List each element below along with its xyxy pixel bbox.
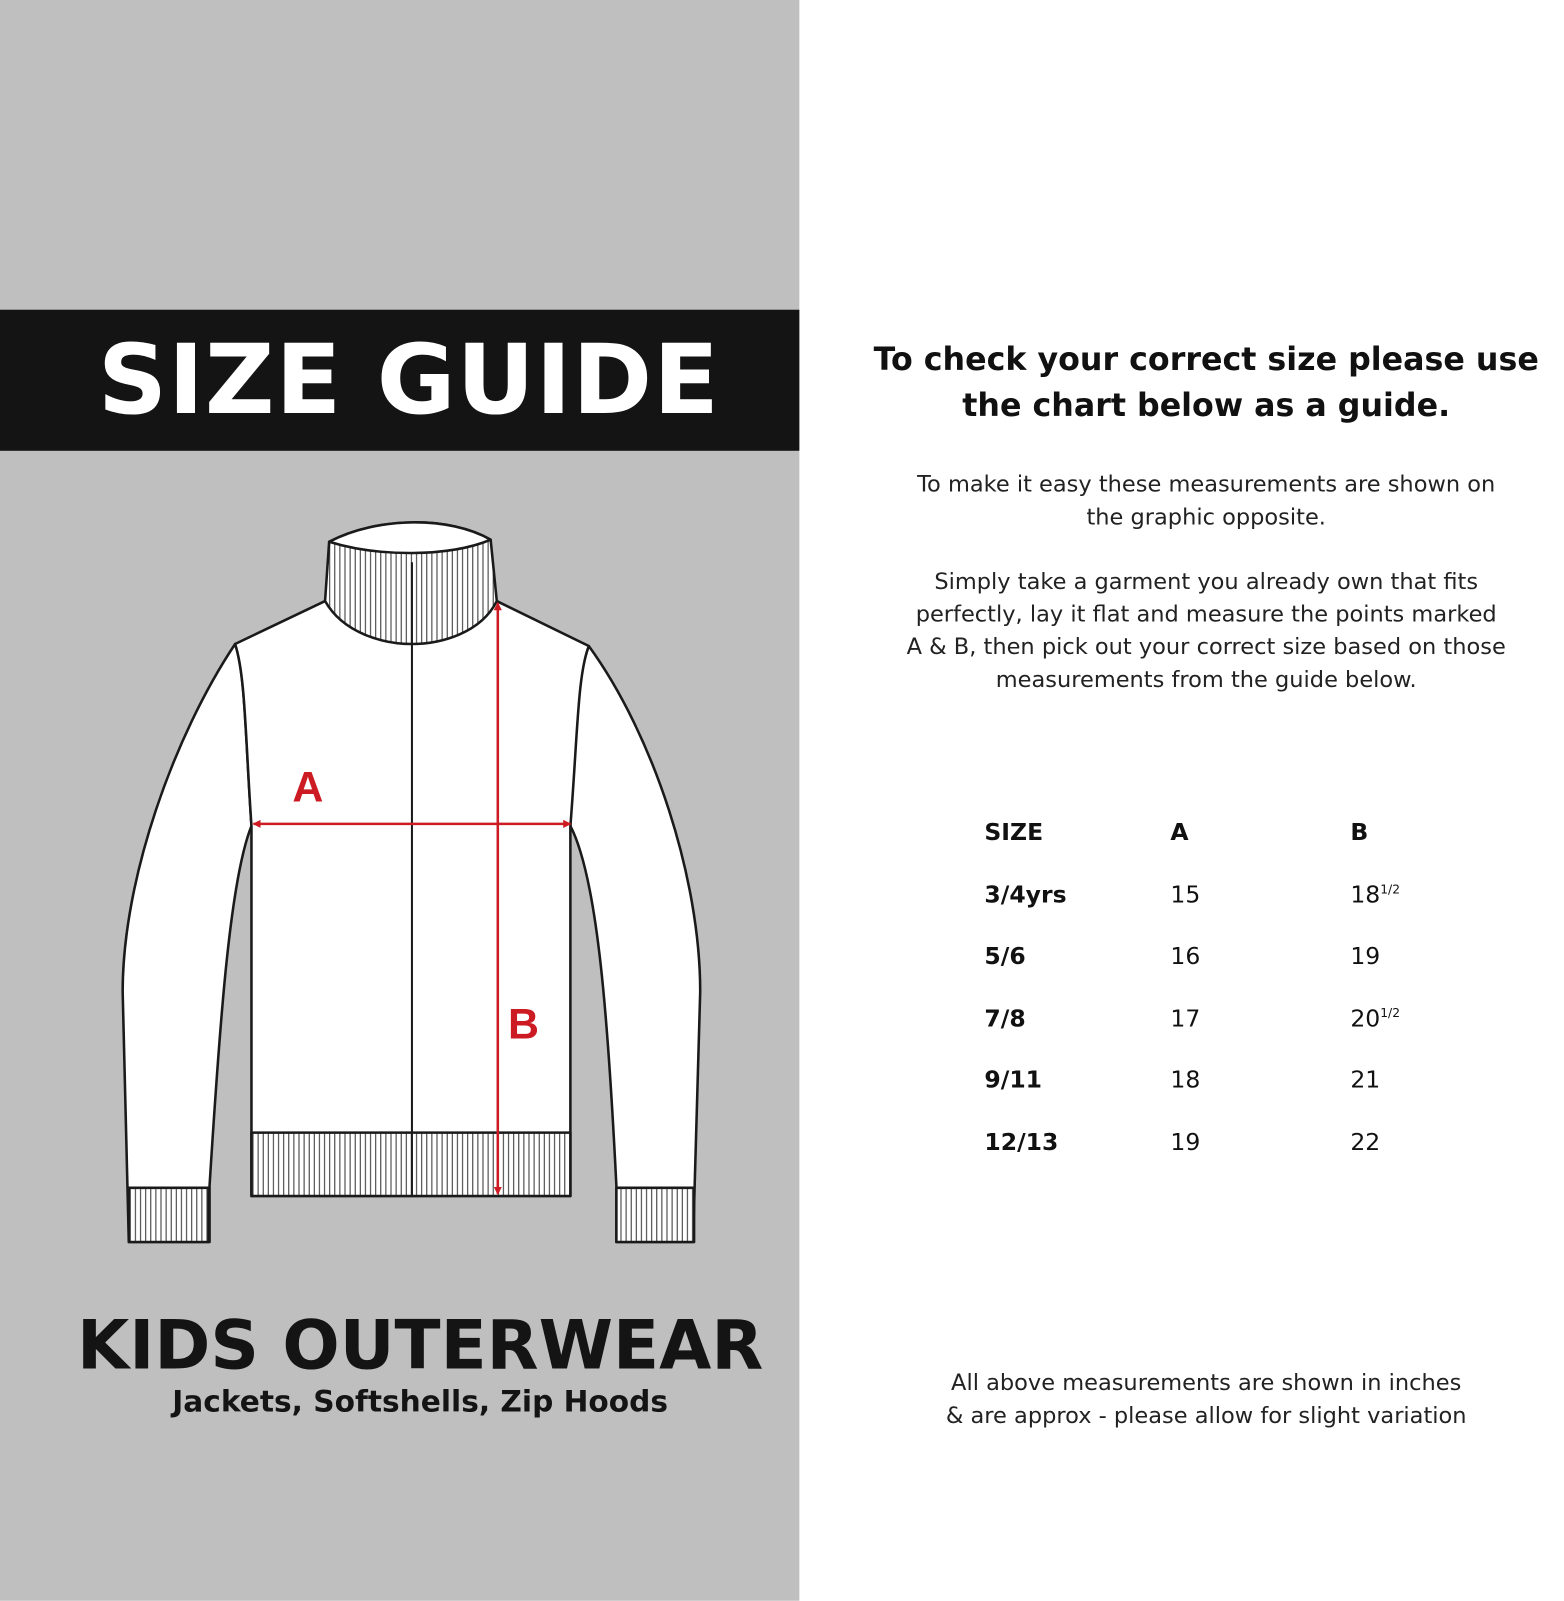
heading-line: To check your correct size please use (873, 341, 1539, 379)
table-row: 3/4yrs 15 181/2 (976, 864, 1473, 926)
product-category: KIDS OUTERWEAR (76, 1306, 764, 1386)
b-value: 18 (1350, 881, 1381, 909)
size-cell: 9/11 (984, 1067, 1043, 1095)
text-line: A & B, then pick out your correct size b… (906, 634, 1506, 661)
instruction-heading: To check your correct size please use th… (859, 337, 1554, 429)
size-cell: 12/13 (984, 1129, 1059, 1156)
b-cell: 19 (1350, 926, 1473, 988)
b-cell: 201/2 (1350, 988, 1473, 1050)
table-row: 9/11 18 21 (976, 1050, 1473, 1112)
size-cell: 5/6 (984, 943, 1026, 971)
intro-paragraph: To make it easy these measurements are s… (859, 469, 1554, 534)
header-a: A (1170, 820, 1189, 847)
b-value: 22 (1350, 1129, 1381, 1156)
text-line: the graphic opposite. (1086, 504, 1326, 531)
table-row: 5/6 16 19 (976, 926, 1473, 988)
label-b: B (508, 1001, 539, 1049)
b-cell: 22 (1350, 1112, 1473, 1174)
product-types: Jackets, Softshells, Zip Hoods (172, 1384, 669, 1419)
size-table: SIZE A B 3/4yrs 15 181/2 5/6 16 19 7/8 1… (976, 802, 1473, 1173)
b-fraction: 1/2 (1380, 1005, 1400, 1020)
table-row: 7/8 17 201/2 (976, 988, 1473, 1050)
a-cell: 15 (1170, 881, 1201, 909)
a-cell: 16 (1170, 943, 1201, 971)
b-value: 21 (1350, 1067, 1381, 1095)
table-header: SIZE A B (976, 802, 1473, 864)
header-b: B (1350, 820, 1369, 847)
text-line: All above measurements are shown in inch… (951, 1370, 1462, 1397)
text-line: perfectly, lay it flat and measure the p… (915, 602, 1497, 628)
text-line: measurements from the guide below. (995, 667, 1417, 694)
b-value: 19 (1350, 943, 1381, 971)
title-bar (0, 309, 800, 451)
jacket-diagram: A B (121, 521, 702, 1244)
a-cell: 19 (1170, 1129, 1201, 1156)
instructions-paragraph: Simply take a garment you already own th… (859, 566, 1554, 697)
left-sleeve (121, 642, 253, 1244)
right-sleeve (569, 644, 702, 1244)
a-cell: 18 (1170, 1067, 1201, 1095)
a-cell: 17 (1170, 1005, 1201, 1033)
size-cell: 3/4yrs (984, 881, 1067, 909)
right-cuff (615, 1186, 696, 1244)
measurement-note: All above measurements are shown in inch… (859, 1368, 1554, 1433)
table-row: 12/13 19 22 (976, 1112, 1473, 1174)
b-fraction: 1/2 (1380, 881, 1400, 897)
text-line: To make it easy these measurements are s… (917, 472, 1496, 498)
page-title: SIZE GUIDE (97, 325, 720, 437)
label-a: A (292, 763, 323, 811)
left-panel: SIZE GUIDE (0, 0, 800, 1601)
b-cell: 21 (1350, 1050, 1473, 1112)
heading-line: the chart below as a guide. (962, 387, 1451, 425)
b-cell: 181/2 (1350, 864, 1473, 926)
text-line: Simply take a garment you already own th… (934, 569, 1479, 595)
left-cuff (127, 1186, 210, 1244)
text-line: & are approx - please allow for slight v… (945, 1403, 1467, 1430)
b-value: 20 (1350, 1005, 1381, 1033)
header-size: SIZE (984, 820, 1044, 847)
size-cell: 7/8 (984, 1005, 1026, 1033)
